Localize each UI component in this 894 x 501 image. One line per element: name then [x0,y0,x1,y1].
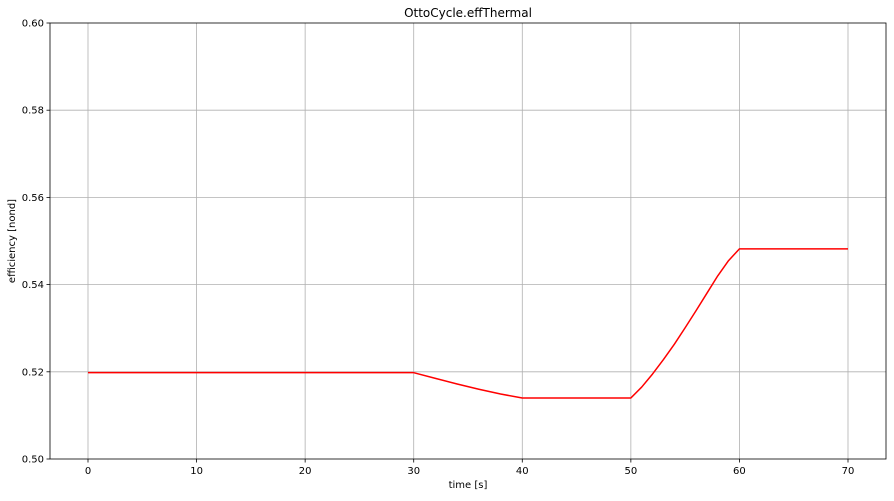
x-axis-label: time [s] [449,480,488,491]
y-tick-label: 0.54 [22,280,44,291]
plot-frame [49,22,887,460]
x-tick-label: 60 [733,466,746,477]
tick-layer: 0 10 20 30 40 50 60 70 0.50 0.52 0.54 0.56 0.58 0.60 [22,19,855,478]
x-tick-label: 30 [407,466,420,477]
y-tick-label: 0.58 [22,106,44,117]
y-tick-label: 0.56 [22,193,44,204]
x-tick-label: 40 [516,466,529,477]
y-tick-label: 0.50 [22,455,44,466]
x-tick-label: 0 [85,466,91,477]
y-tick-label: 0.52 [22,367,44,378]
series-line [88,248,848,399]
y-axis-label: efficiency [nond] [7,199,18,283]
x-tick-label: 10 [190,466,203,477]
series-layer [88,248,848,399]
x-tick-label: 50 [624,466,637,477]
grid-lines [50,23,886,459]
x-tick-label: 20 [299,466,312,477]
y-tick-label: 0.60 [22,19,44,30]
x-tick-label: 70 [842,466,855,477]
chart-title: OttoCycle.effThermal [404,6,532,20]
